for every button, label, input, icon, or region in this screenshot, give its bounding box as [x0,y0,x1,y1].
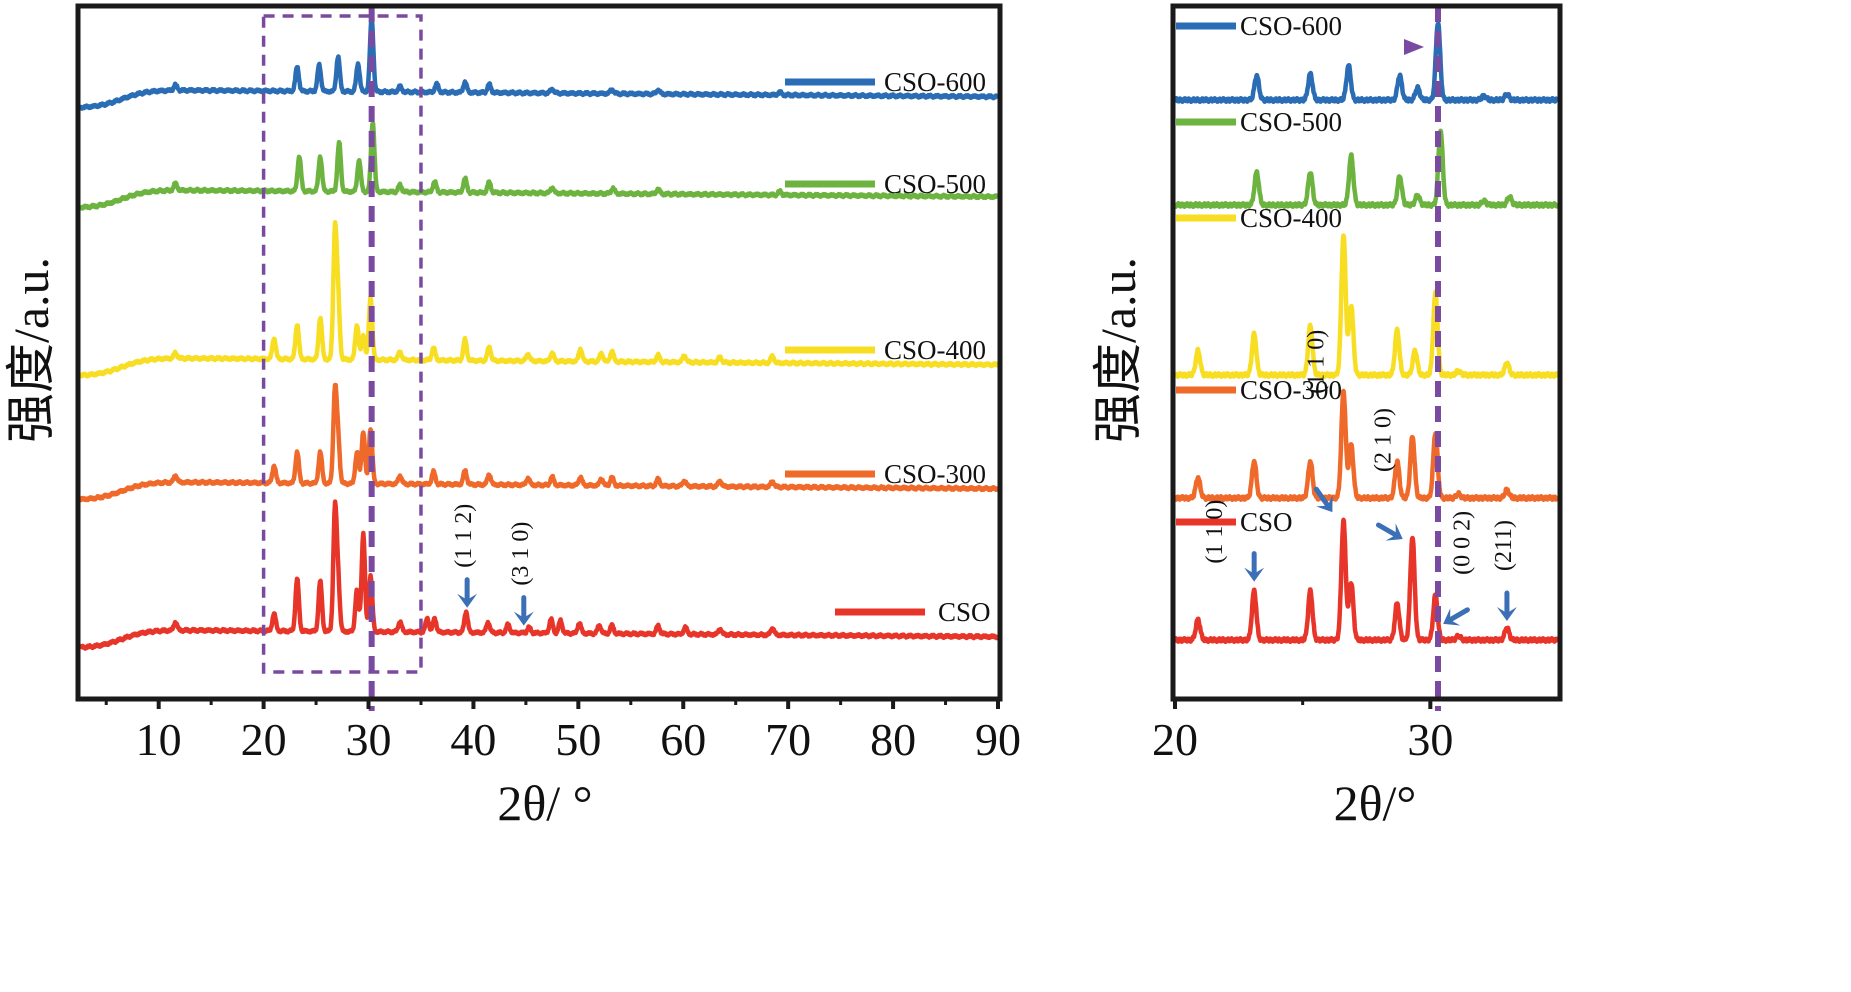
inset-legend-label-cso-600: CSO-600 [1240,11,1342,41]
main-series-group [77,16,1000,651]
main-tick-label-90: 90 [975,714,1021,765]
inset-tick-label-20: 20 [1152,714,1198,765]
inset-legend-label-cso-400: CSO-400 [1240,203,1342,233]
down-arrow-icon [1244,551,1265,582]
main-legend-label-cso-600: CSO-600 [884,67,986,97]
main-x-ticks: 10 20 30 40 50 60 70 80 90 [104,699,1021,765]
inset-plot-frame [1170,3,1563,702]
inset-hkl-annotation: (0 0 2) [1443,511,1475,626]
inset-series-cso-500 [1172,128,1561,210]
inset-legend-label-cso: CSO [1240,507,1293,537]
main-hkl-label: (1 1 2) [451,504,477,568]
inset-x-axis-title: 2θ/° [1334,775,1417,831]
main-series-cso-500 [77,121,1000,211]
inset-hkl-label: (2 1 0) [1370,408,1396,472]
down-arrow-icon [457,577,478,608]
down-arrow-icon [513,595,534,626]
main-hkl-label: (3 1 0) [508,522,534,586]
main-tick-label-30: 30 [346,714,392,765]
inset-legend-label-cso-500: CSO-500 [1240,107,1342,137]
main-series-cso [77,499,1000,651]
main-legend-label-cso-400: CSO-400 [884,335,986,365]
inset-hkl-annotation: (2 1 0) [1370,408,1403,541]
main-tick-label-80: 80 [870,714,916,765]
inset-hkl-label: (211) [1491,520,1517,571]
inset-series-cso-300 [1173,388,1561,503]
down-arrow-icon [1443,607,1470,626]
main-tick-label-70: 70 [765,714,811,765]
down-arrow-icon [1375,522,1403,541]
main-series-cso-400 [78,220,1000,379]
inset-hkl-label: (0 0 2) [1449,511,1475,575]
inset-hkl-annotation: (211) [1491,520,1517,622]
inset-tick-label-30: 30 [1407,714,1453,765]
zoom-connector-arrow [460,39,1424,55]
inset-y-axis-title: 强度/a.u. [1090,257,1146,443]
main-hkl-annotation: (1 1 2) [451,504,478,608]
main-hkl-annotation: (3 1 0) [508,522,534,626]
main-plot-frame [75,3,1003,702]
inset-series-cso [1172,517,1560,645]
inset-hkl-annotation: (1 1 0) [1304,330,1333,513]
arrow-head-icon [1403,39,1424,55]
main-panel: 10 20 30 40 50 60 70 80 90 CSO-600 CSO-500 CSO-400… [3,3,1021,831]
main-hkl-annotations: (1 1 2) (3 1 0) [451,504,534,626]
down-arrow-icon [1496,590,1517,622]
main-tick-label-60: 60 [660,714,706,765]
main-tick-label-40: 40 [450,714,496,765]
main-legend-label-cso: CSO [938,597,991,627]
inset-x-ticks: 20 30 [1152,699,1453,765]
main-legend-label-cso-300: CSO-300 [884,459,986,489]
main-overlays [261,6,423,711]
main-legend: CSO-600 CSO-500 CSO-400 CSO-300 CSO [785,67,991,627]
inset-hkl-label: (1 1 0) [1304,330,1330,394]
main-legend-label-cso-500: CSO-500 [884,169,986,199]
inset-series-cso-600 [1173,21,1561,105]
zoom-region-box [261,14,423,674]
inset-series-cso-400 [1173,233,1560,380]
main-series-cso-300 [78,382,1000,503]
main-x-axis-title: 2θ/ ° [497,775,592,831]
main-tick-label-20: 20 [241,714,287,765]
inset-hkl-label: (1 1 0) [1202,500,1228,564]
inset-legend-label-cso-300: CSO-300 [1240,375,1342,405]
inset-hkl-annotations: (1 1 0) (1 1 0) (2 1 0) (0 0 2) (211) [1202,330,1517,626]
main-series-cso-600 [78,16,1000,111]
down-arrow-icon [1313,486,1333,513]
main-tick-label-50: 50 [555,714,601,765]
inset-legend: CSO-600 CSO-500 CSO-400 CSO-300 CSO [1176,11,1342,537]
inset-hkl-annotation: (1 1 0) [1202,500,1265,582]
main-tick-label-10: 10 [136,714,182,765]
main-y-axis-title: 强度/a.u. [3,257,59,443]
inset-series-group [1172,21,1561,645]
